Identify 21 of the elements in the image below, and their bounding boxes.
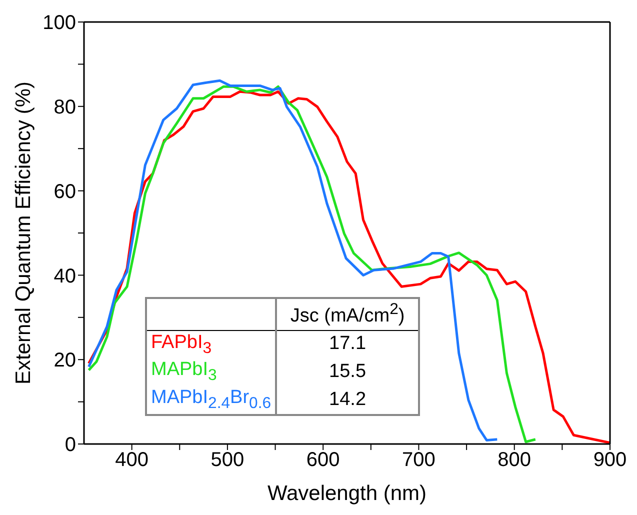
y-tick-label: 20 — [54, 350, 76, 372]
y-tick-label: 80 — [54, 96, 76, 118]
x-tick-label: 900 — [593, 449, 627, 472]
text: FAPbI$_{3}$ — [146, 330, 276, 358]
annotation: 17.1 — [328, 332, 368, 356]
x-tick-label: 400 — [115, 449, 149, 472]
x-tick-label: 700 — [402, 449, 436, 472]
y-tick-label: 60 — [54, 180, 76, 203]
y-tick-label: 100 — [42, 12, 76, 34]
annotation: 14.2 — [328, 388, 368, 412]
x-axis-title: Wavelength (nm) — [267, 482, 427, 505]
x-tick-label: 500 — [210, 449, 244, 472]
y-tick-label: 40 — [54, 265, 76, 288]
x-tick-label: 600 — [306, 449, 340, 472]
annotation: 15.5 — [328, 360, 368, 384]
text: MAPbI$_{3}$ — [146, 358, 276, 386]
text: MAPbI$_{2.4}$Br$_{0.6}$ — [146, 386, 276, 415]
x-tick-label: 800 — [498, 449, 532, 472]
y-axis-title: External Quantum Efficiency (%) — [12, 81, 35, 385]
annotation: Jsc (mA/cm$^{2}$) — [289, 300, 406, 328]
y-tick-label: 0 — [64, 434, 76, 456]
